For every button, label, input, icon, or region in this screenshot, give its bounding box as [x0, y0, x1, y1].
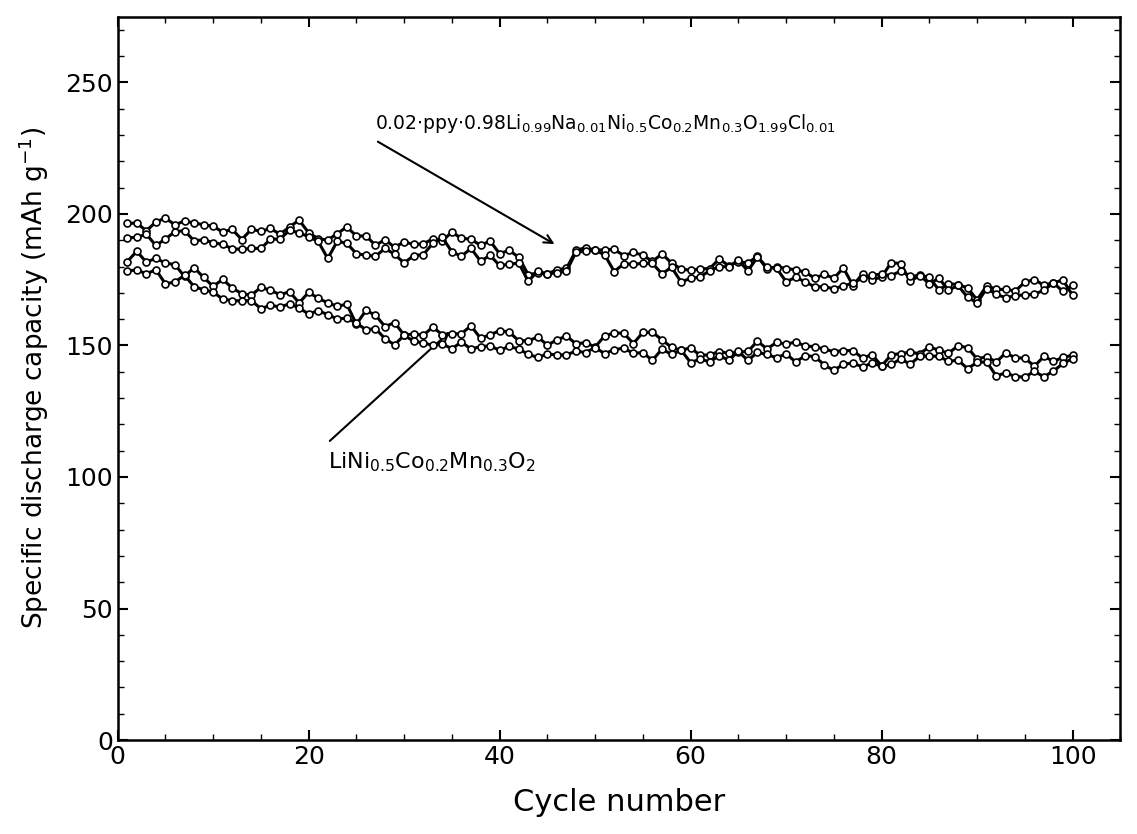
Y-axis label: Specific discharge capacity (mAh g$^{-1}$): Specific discharge capacity (mAh g$^{-1}…: [17, 128, 51, 630]
Text: LiNi$_{0.5}$Co$_{0.2}$Mn$_{0.3}$O$_2$: LiNi$_{0.5}$Co$_{0.2}$Mn$_{0.3}$O$_2$: [327, 450, 536, 475]
Text: 0.02$\cdot$ppy$\cdot$0.98Li$_{0.99}$Na$_{0.01}$Ni$_{0.5}$Co$_{0.2}$Mn$_{0.3}$O$_: 0.02$\cdot$ppy$\cdot$0.98Li$_{0.99}$Na$_…: [375, 112, 836, 135]
X-axis label: Cycle number: Cycle number: [513, 788, 725, 817]
